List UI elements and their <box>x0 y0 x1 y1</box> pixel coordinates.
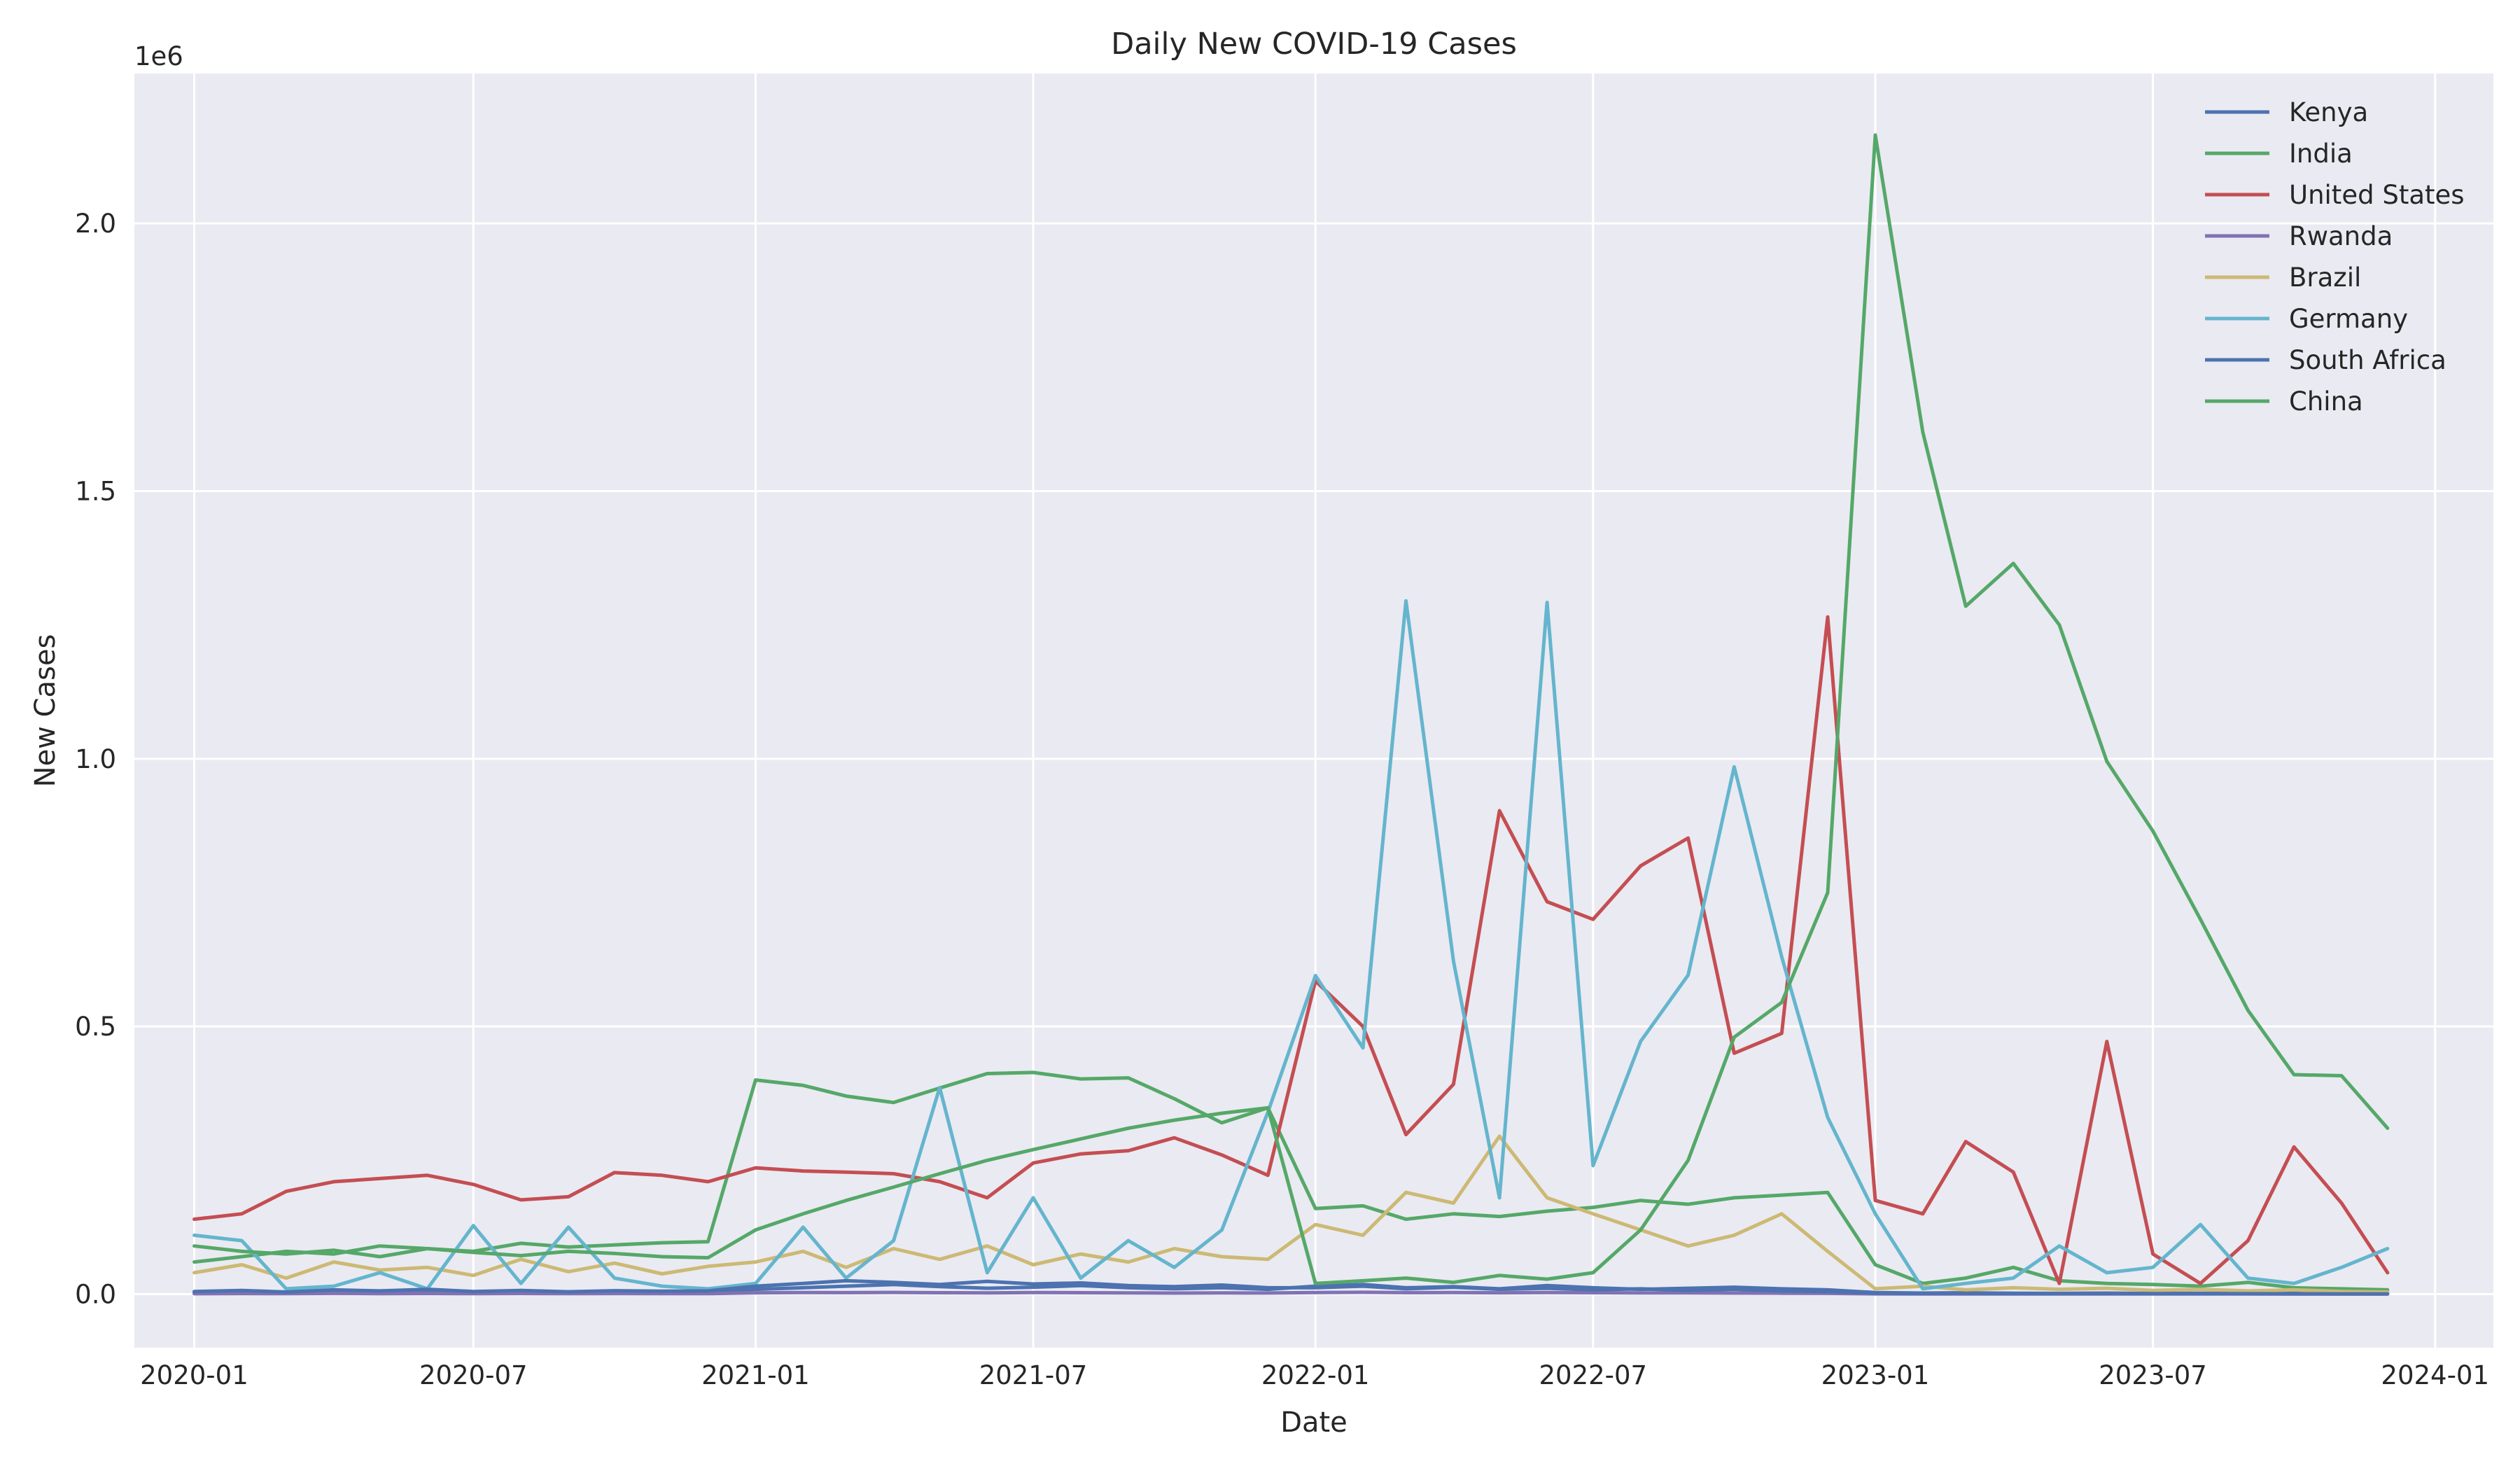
x-tick-label: 2020-07 <box>419 1360 528 1390</box>
y-tick-label: 1.5 <box>75 476 116 506</box>
series-line-china <box>192 133 2390 1285</box>
series-line-germany <box>192 599 2390 1291</box>
x-tick-label: 2023-01 <box>1821 1360 1930 1390</box>
y-tick-label: 1.0 <box>75 744 116 774</box>
y-tick-label: 0.5 <box>75 1012 116 1042</box>
x-tick-label: 2024-01 <box>2381 1360 2489 1390</box>
legend-label: South Africa <box>2289 345 2446 375</box>
y-scale-label: 1e6 <box>134 41 183 71</box>
x-tick-label: 2020-01 <box>140 1360 248 1390</box>
y-tick-label: 0.0 <box>75 1280 116 1310</box>
legend-label: India <box>2289 139 2353 169</box>
x-axis-label: Date <box>1280 1406 1348 1439</box>
chart-title: Daily New COVID-19 Cases <box>1111 27 1517 62</box>
x-tick-label: 2021-07 <box>979 1360 1088 1390</box>
x-tick-label: 2022-07 <box>1539 1360 1647 1390</box>
legend-label: Brazil <box>2289 263 2361 293</box>
series-line-india <box>192 1070 2390 1292</box>
series-line-south-africa <box>192 1278 2390 1296</box>
y-axis-label: New Cases <box>29 634 62 788</box>
series-lines <box>192 133 2390 1296</box>
series-line-brazil <box>192 1134 2390 1294</box>
x-tick-label: 2023-07 <box>2099 1360 2207 1390</box>
legend-label: China <box>2289 386 2363 417</box>
plot-area <box>134 74 2493 1348</box>
y-tick-label: 2.0 <box>75 209 116 239</box>
series-line-united-states <box>192 615 2390 1285</box>
legend-label: Germany <box>2289 304 2408 334</box>
legend-label: Kenya <box>2289 97 2368 127</box>
legend-label: United States <box>2289 180 2465 210</box>
axes: 2020-01 2020-07 2021-01 2021-07 2022-01 2022-… <box>75 209 2489 1390</box>
x-tick-label: 2021-01 <box>701 1360 810 1390</box>
legend: Kenya India United States Rwanda Brazil Germa… <box>2205 97 2465 417</box>
legend-label: Rwanda <box>2289 221 2393 251</box>
x-tick-label: 2022-01 <box>1261 1360 1370 1390</box>
